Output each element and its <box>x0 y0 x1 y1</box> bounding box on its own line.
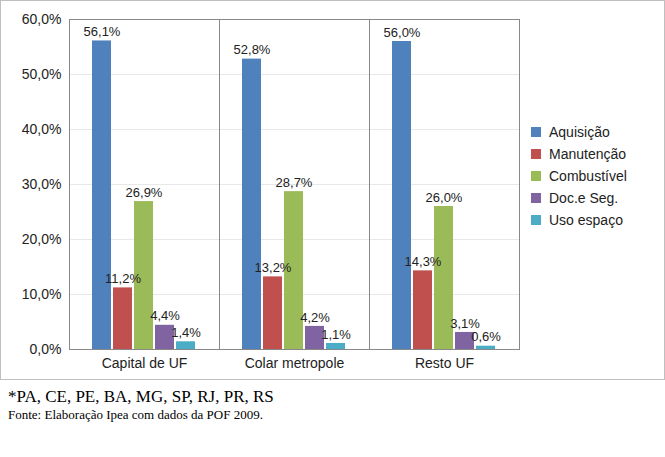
svg-text:20,0%: 20,0% <box>22 231 62 247</box>
svg-text:4,4%: 4,4% <box>150 308 180 323</box>
html-text:Aquisição: Aquisição <box>549 124 610 140</box>
html-text:Doc.e Seg.: Doc.e Seg. <box>549 190 619 206</box>
svg-text:0,0%: 0,0% <box>30 341 62 357</box>
svg-text:1,4%: 1,4% <box>171 325 201 340</box>
svg-text:26,0%: 26,0% <box>426 190 463 205</box>
svg-text:13,2%: 13,2% <box>255 260 292 275</box>
svg-text:10,0%: 10,0% <box>22 286 62 302</box>
html-text:Combustível: Combustível <box>549 168 627 184</box>
html-text:Uso espaço: Uso espaço <box>549 212 623 228</box>
svg-text:56,1%: 56,1% <box>84 24 121 39</box>
svg-text:11,2%: 11,2% <box>105 271 141 286</box>
svg-text:14,3%: 14,3% <box>405 254 442 269</box>
svg-text:56,0%: 56,0% <box>384 25 421 40</box>
svg-text:26,9%: 26,9% <box>126 185 163 200</box>
html-text:Fonte: Elaboração Ipea com dad: Fonte: Elaboração Ipea com dados da POF … <box>8 407 263 423</box>
svg-text:1,1%: 1,1% <box>321 327 351 342</box>
html-text:*PA, CE, PE, BA, MG, SP, RJ, P: *PA, CE, PE, BA, MG, SP, RJ, PR, RS <box>8 387 274 406</box>
svg-text:4,2%: 4,2% <box>300 310 330 325</box>
svg-text:40,0%: 40,0% <box>22 121 62 137</box>
svg-text:60,0%: 60,0% <box>22 11 62 27</box>
svg-text:Colar metropole: Colar metropole <box>245 355 345 371</box>
html-text:Manutenção: Manutenção <box>549 146 627 162</box>
svg-text:52,8%: 52,8% <box>234 42 271 57</box>
svg-text:30,0%: 30,0% <box>22 176 62 192</box>
svg-text:3,1%: 3,1% <box>450 316 480 331</box>
svg-text:Capital de UF: Capital de UF <box>102 355 188 371</box>
svg-text:28,7%: 28,7% <box>276 175 313 190</box>
svg-text:Resto UF: Resto UF <box>415 355 474 371</box>
svg-text:0,6%: 0,6% <box>471 329 501 344</box>
svg-text:50,0%: 50,0% <box>22 66 62 82</box>
